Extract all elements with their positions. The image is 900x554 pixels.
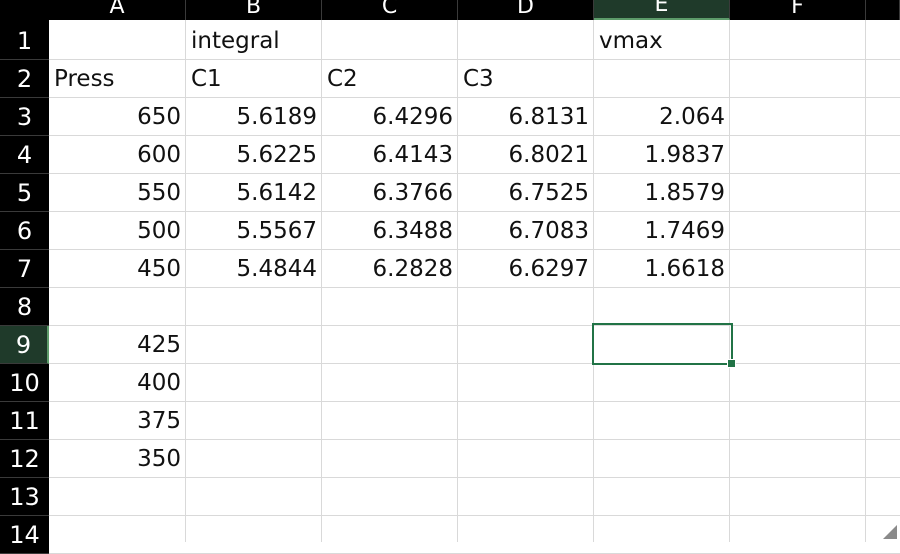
cell-A6[interactable]: 500 <box>137 218 181 244</box>
row-header-6[interactable]: 6 <box>0 212 49 250</box>
gridline-vertical <box>457 20 458 542</box>
cell-A11[interactable]: 375 <box>137 408 181 434</box>
column-header-C[interactable]: C <box>322 0 458 20</box>
cell-D4[interactable]: 6.8021 <box>508 142 589 168</box>
cell-A9[interactable]: 425 <box>137 332 181 358</box>
column-header-B[interactable]: B <box>186 0 322 20</box>
cell-A12[interactable]: 350 <box>137 446 181 472</box>
gridline-horizontal <box>49 173 900 174</box>
cell-C6[interactable]: 6.3488 <box>372 218 453 244</box>
row-header-13[interactable]: 13 <box>0 478 49 516</box>
cell-A10[interactable]: 400 <box>137 370 181 396</box>
cell-E6[interactable]: 1.7469 <box>644 218 725 244</box>
cell-B6[interactable]: 5.5567 <box>236 218 317 244</box>
cell-E5[interactable]: 1.8579 <box>644 180 725 206</box>
column-header-E[interactable]: E <box>594 0 730 20</box>
cell-E3[interactable]: 2.064 <box>659 104 725 130</box>
row-header-7[interactable]: 7 <box>0 250 49 288</box>
gridline-horizontal <box>49 287 900 288</box>
column-header-D[interactable]: D <box>458 0 594 20</box>
cell-E1[interactable]: vmax <box>599 28 663 54</box>
row-header-14[interactable]: 14 <box>0 516 49 554</box>
column-header-label: E <box>654 0 669 17</box>
cell-C2[interactable]: C2 <box>327 66 358 92</box>
gridline-vertical <box>185 20 186 542</box>
gridline-horizontal <box>49 97 900 98</box>
cell-C7[interactable]: 6.2828 <box>372 256 453 282</box>
row-header-1[interactable]: 1 <box>0 22 49 60</box>
gridline-horizontal <box>49 211 900 212</box>
cell-C5[interactable]: 6.3766 <box>372 180 453 206</box>
gridline-horizontal <box>49 401 900 402</box>
gridline-horizontal <box>49 439 900 440</box>
column-header-label: B <box>245 0 262 19</box>
column-header-label: D <box>517 0 534 19</box>
gridline-horizontal <box>49 325 900 326</box>
cell-A5[interactable]: 550 <box>137 180 181 206</box>
row-header-5[interactable]: 5 <box>0 174 49 212</box>
cell-A2[interactable]: Press <box>54 66 115 92</box>
cell-B1[interactable]: integral <box>191 28 280 54</box>
cell-E4[interactable]: 1.9837 <box>644 142 725 168</box>
cell-D2[interactable]: C3 <box>463 66 494 92</box>
column-header-A[interactable]: A <box>49 0 186 20</box>
gridline-vertical <box>321 20 322 542</box>
cell-C3[interactable]: 6.4296 <box>372 104 453 130</box>
cell-B7[interactable]: 5.4844 <box>236 256 317 282</box>
cell-B2[interactable]: C1 <box>191 66 222 92</box>
row-header-3[interactable]: 3 <box>0 98 49 136</box>
cell-B5[interactable]: 5.6142 <box>236 180 317 206</box>
column-header-G-partial[interactable] <box>866 0 900 20</box>
cell-D6[interactable]: 6.7083 <box>508 218 589 244</box>
cell-A7[interactable]: 450 <box>137 256 181 282</box>
gridline-horizontal <box>49 59 900 60</box>
gridline-horizontal <box>49 363 900 364</box>
fill-handle[interactable] <box>727 359 736 368</box>
column-header-label: F <box>791 0 804 19</box>
column-header-label: A <box>109 0 125 19</box>
select-all-triangle-icon <box>883 525 897 539</box>
gridline-vertical <box>729 20 730 542</box>
row-header-8[interactable]: 8 <box>0 288 49 326</box>
cell-B3[interactable]: 5.6189 <box>236 104 317 130</box>
row-header-4[interactable]: 4 <box>0 136 49 174</box>
row-header-12[interactable]: 12 <box>0 440 49 478</box>
active-cell-E9[interactable] <box>592 323 736 368</box>
cell-C4[interactable]: 6.4143 <box>372 142 453 168</box>
cell-D5[interactable]: 6.7525 <box>508 180 589 206</box>
gridline-horizontal <box>49 135 900 136</box>
column-header-F[interactable]: F <box>730 0 866 20</box>
cell-A3[interactable]: 650 <box>137 104 181 130</box>
row-header-10[interactable]: 10 <box>0 364 49 402</box>
cell-E7[interactable]: 1.6618 <box>644 256 725 282</box>
gridline-horizontal <box>49 515 900 516</box>
row-header-9[interactable]: 9 <box>0 326 49 364</box>
cell-B4[interactable]: 5.6225 <box>236 142 317 168</box>
gridline-horizontal <box>49 477 900 478</box>
row-header-11[interactable]: 11 <box>0 402 49 440</box>
cell-D3[interactable]: 6.8131 <box>508 104 589 130</box>
row-header-2[interactable]: 2 <box>0 60 49 98</box>
column-header-label: C <box>381 0 398 19</box>
gridline-vertical <box>865 20 866 542</box>
gridline-vertical <box>593 20 594 542</box>
cell-D7[interactable]: 6.6297 <box>508 256 589 282</box>
gridline-horizontal <box>49 249 900 250</box>
cell-A4[interactable]: 600 <box>137 142 181 168</box>
